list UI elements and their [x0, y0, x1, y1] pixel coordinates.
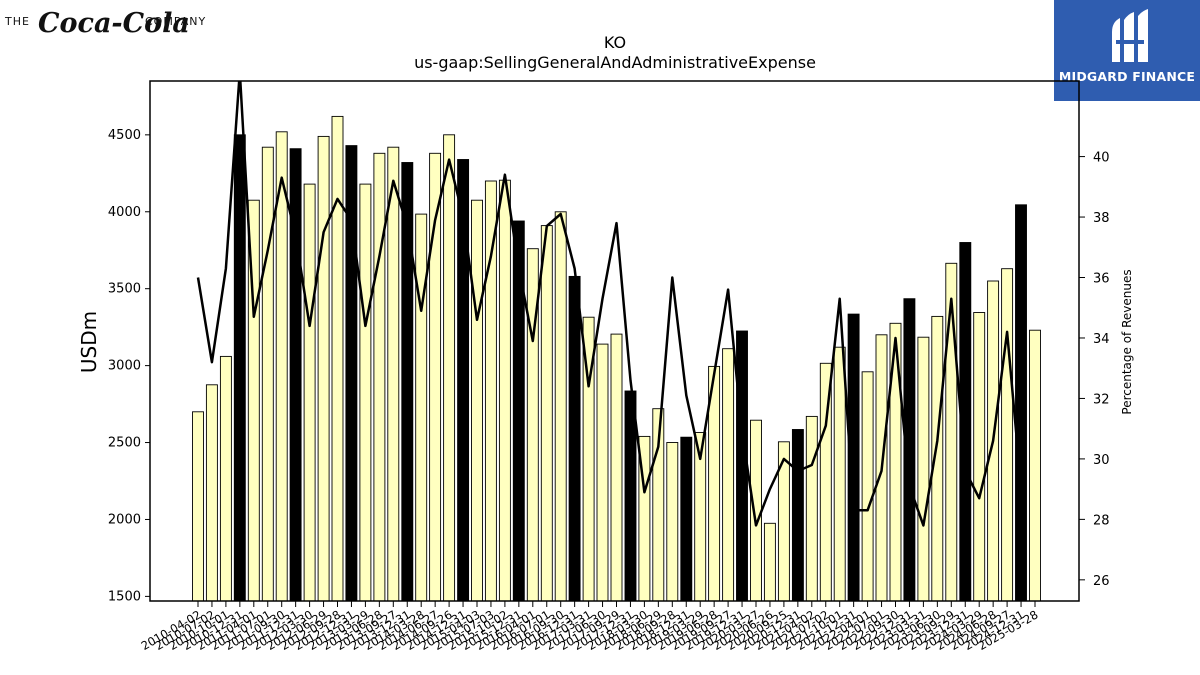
- y2-tick-label: 32: [1093, 392, 1110, 407]
- bars-layer: [192, 115, 1041, 602]
- logo-suffix: COMPANY: [145, 15, 206, 28]
- quarter-bar: [359, 183, 372, 602]
- y-tick-label: 3500: [108, 282, 141, 297]
- y-axis-left: 1500 2000 2500 3000 3500 4000 4500: [108, 128, 150, 604]
- quarter-bar: [331, 115, 344, 602]
- coca-cola-logo-graphic: THE Coca-Cola COMPANY: [4, 8, 206, 39]
- quarter-bar: [387, 146, 400, 602]
- coca-cola-company-logo: THE Coca-Cola COMPANY: [4, 4, 214, 39]
- annual-bar: [624, 390, 637, 602]
- quarter-bar: [722, 348, 735, 602]
- quarter-bar: [917, 336, 930, 602]
- annual-bar: [568, 275, 581, 602]
- y2-tick-label: 36: [1093, 272, 1110, 287]
- quarter-bar: [1001, 268, 1014, 602]
- quarter-bar: [484, 180, 497, 602]
- annual-bar: [1015, 204, 1027, 602]
- y-tick-label: 2000: [108, 512, 141, 527]
- annual-bar: [791, 429, 804, 602]
- midgard-finance-logo: MIDGARD FINANCE: [1054, 0, 1200, 101]
- y2-tick-label: 26: [1093, 574, 1110, 589]
- quarter-bar: [833, 346, 846, 602]
- quarter-bar: [805, 415, 818, 602]
- quarter-bar: [554, 211, 567, 602]
- y2-tick-label: 38: [1093, 211, 1110, 226]
- logo-prefix: THE: [4, 15, 30, 28]
- percentage-of-revenues-line: [196, 81, 1023, 527]
- x-axis: 2010-04-022010-07-022010-10-012010-12-31…: [139, 601, 1041, 653]
- y2-axis-label: Percentage of Revenues: [1120, 269, 1134, 414]
- y-tick-label: 4500: [108, 128, 141, 143]
- y-tick-label: 3000: [108, 359, 141, 374]
- y2-tick-label: 28: [1093, 513, 1110, 528]
- y-axis-right: 26 28 30 32 34 36 38 40: [1079, 151, 1110, 589]
- line-layer: [196, 81, 1023, 527]
- quarter-bar: [498, 179, 511, 602]
- quarter-bar: [317, 135, 330, 602]
- quarter-bar: [750, 419, 762, 602]
- quarter-bar: [205, 384, 218, 602]
- y2-tick-label: 34: [1093, 332, 1110, 347]
- quarter-bar: [540, 225, 553, 602]
- y-tick-label: 2500: [108, 436, 141, 451]
- quarter-bar: [261, 146, 274, 602]
- quarter-bar: [861, 371, 874, 602]
- midgard-m-icon: [1112, 9, 1148, 62]
- y2-tick-label: 40: [1093, 151, 1110, 166]
- y-axis-label: USDm: [77, 311, 101, 373]
- y-tick-label: 1500: [108, 589, 141, 604]
- quarter-bar: [596, 343, 609, 602]
- plot-frame: [149, 80, 1080, 602]
- quarter-bar: [219, 355, 232, 602]
- y-tick-label: 4000: [108, 205, 141, 220]
- annual-bar: [736, 330, 748, 602]
- brand-name: MIDGARD FINANCE: [1058, 69, 1196, 84]
- quarter-bar: [415, 213, 428, 602]
- chart-subtitle: us-gaap:SellingGeneralAndAdministrativeE…: [414, 53, 816, 72]
- annual-bar: [233, 134, 246, 602]
- y2-tick-label: 30: [1093, 453, 1110, 468]
- annual-bar: [680, 436, 693, 602]
- quarter-bar: [192, 411, 204, 602]
- logo-script: Coca-Cola: [38, 8, 190, 39]
- quarter-bar: [373, 152, 386, 602]
- quarter-bar: [973, 312, 986, 602]
- quarter-bar: [763, 522, 776, 602]
- quarter-bar: [303, 183, 316, 602]
- chart-title: KO: [604, 33, 626, 52]
- quarter-bar: [471, 199, 483, 602]
- quarter-bar: [610, 333, 623, 602]
- annual-bar: [512, 220, 525, 602]
- quarter-bar: [443, 134, 456, 602]
- quarter-bar: [1029, 329, 1041, 602]
- quarter-bar: [666, 442, 679, 602]
